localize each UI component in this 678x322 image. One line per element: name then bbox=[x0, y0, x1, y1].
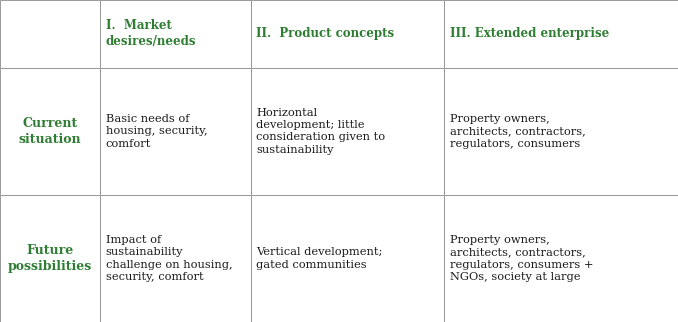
Text: I.  Market
desires/needs: I. Market desires/needs bbox=[106, 19, 196, 48]
Bar bbox=[0, 68, 100, 195]
Bar bbox=[0, 195, 100, 322]
Bar bbox=[100, 195, 251, 322]
Bar bbox=[0, 0, 100, 68]
Bar bbox=[444, 0, 678, 68]
Text: Vertical development;
gated communities: Vertical development; gated communities bbox=[256, 247, 382, 270]
Text: Future
possibilities: Future possibilities bbox=[8, 244, 92, 273]
Bar bbox=[100, 68, 251, 195]
Bar bbox=[251, 68, 444, 195]
Text: Property owners,
architects, contractors,
regulators, consumers +
NGOs, society : Property owners, architects, contractors… bbox=[450, 235, 593, 282]
Text: Property owners,
architects, contractors,
regulators, consumers: Property owners, architects, contractors… bbox=[450, 114, 585, 149]
Text: Impact of
sustainability
challenge on housing,
security, comfort: Impact of sustainability challenge on ho… bbox=[106, 235, 233, 282]
Text: Current
situation: Current situation bbox=[19, 117, 81, 146]
Bar bbox=[251, 195, 444, 322]
Text: Basic needs of
housing, security,
comfort: Basic needs of housing, security, comfor… bbox=[106, 114, 207, 149]
Bar bbox=[100, 0, 251, 68]
Bar bbox=[444, 195, 678, 322]
Text: III. Extended enterprise: III. Extended enterprise bbox=[450, 27, 609, 40]
Bar bbox=[251, 0, 444, 68]
Text: Horizontal
development; little
consideration given to
sustainability: Horizontal development; little considera… bbox=[256, 108, 385, 155]
Bar bbox=[444, 68, 678, 195]
Text: II.  Product concepts: II. Product concepts bbox=[256, 27, 395, 40]
